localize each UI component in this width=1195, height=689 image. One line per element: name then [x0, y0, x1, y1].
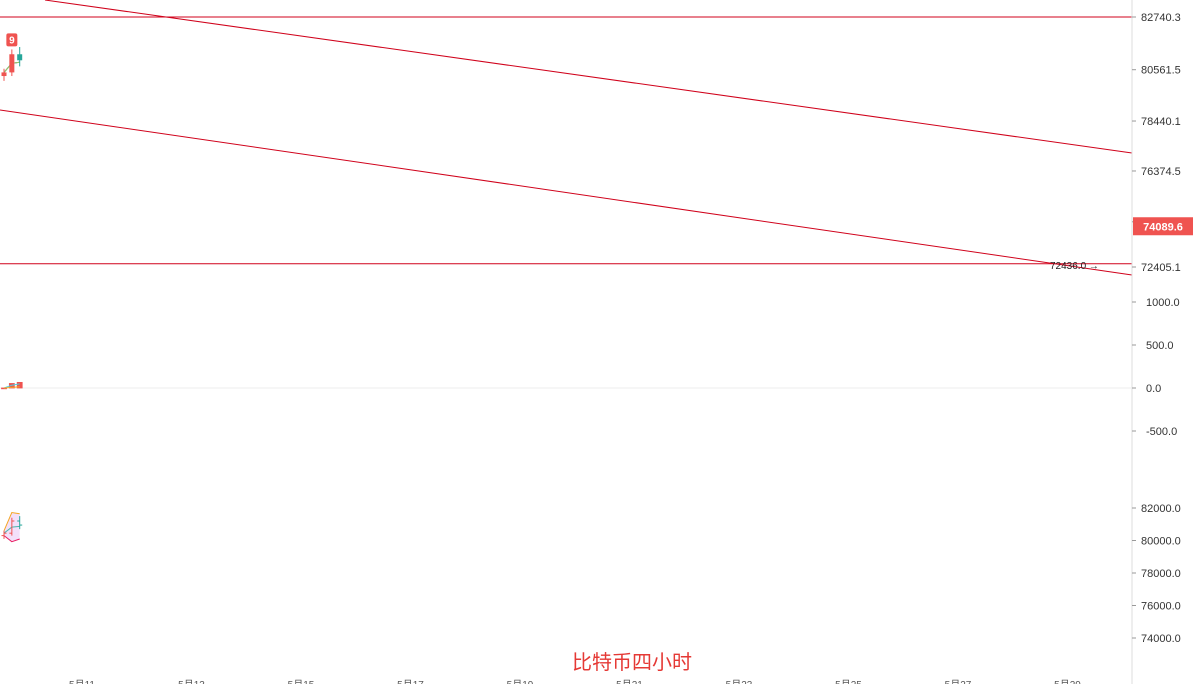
- date-tick-label: 5月19: [507, 679, 534, 684]
- main-price-axis: 82740.3 80561.5 78440.1 76374.5 74089.6 72405…: [1131, 0, 1193, 684]
- boll-tick-label: 78000.0: [1141, 568, 1181, 580]
- macd-panel: 1000.0 500.0 0.0 -500.0: [0, 297, 1180, 438]
- date-tick-label: 5月25: [835, 679, 862, 684]
- boll-tick-label: 76000.0: [1141, 601, 1181, 613]
- macd-dea-line: [3, 386, 20, 389]
- macd-tick-label: 500.0: [1146, 340, 1174, 352]
- td-marker: [6, 33, 18, 47]
- date-tick-label: 5月21: [616, 679, 643, 684]
- date-tick-label: 5月29: [1054, 679, 1081, 684]
- candle-body: [1, 72, 7, 77]
- main-overlays: 72436.0 →: [0, 0, 1133, 276]
- candle-body: [17, 54, 23, 61]
- date-tick-label: 5月11: [69, 679, 95, 684]
- date-tick-label: 5月27: [945, 679, 972, 684]
- date-axis: 5月11 5月13 5月15 5月17 5月19 5月21 5月23 5月25 5月27 5月29: [69, 679, 1081, 689]
- price-tick-label: 76374.5: [1141, 166, 1181, 178]
- bollinger-lower-line: [3, 535, 20, 543]
- td-marker-label: 9: [9, 35, 15, 46]
- bollinger-panel: 82000.0 80000.0 78000.0 76000.0 74000.0: [1, 503, 1181, 645]
- price-tick-label: 80561.5: [1141, 65, 1181, 77]
- current-price-tag: [1133, 217, 1193, 236]
- price-tick-label: 72405.1: [1141, 262, 1181, 274]
- macd-dif-line: [3, 383, 20, 389]
- boll-tick-label: 82000.0: [1141, 503, 1181, 515]
- candle-body: [9, 54, 15, 73]
- macd-histogram-bar: [16, 381, 23, 389]
- macd-tick-label: 1000.0: [1146, 297, 1180, 309]
- date-tick-label: 5月17: [397, 679, 424, 684]
- macd-tick-label: 0.0: [1146, 383, 1161, 395]
- date-tick-label: 5月23: [726, 679, 753, 684]
- macd-tick-label: -500.0: [1146, 426, 1177, 438]
- date-tick-label: 5月15: [288, 679, 315, 684]
- low-price-label: 72436.0 →: [1050, 261, 1099, 272]
- main-candles: 9: [1, 33, 23, 81]
- current-price-label: 74089.6: [1143, 221, 1183, 233]
- boll-tick-label: 80000.0: [1141, 536, 1181, 548]
- channel-upper-line: [44, 0, 1133, 154]
- chart-caption: 比特币四小时: [572, 651, 692, 674]
- price-tick-label: 82740.3: [1141, 12, 1181, 24]
- price-tick-label: 78440.1: [1141, 116, 1181, 128]
- bollinger-upper-line: [3, 511, 20, 531]
- channel-lower-line: [0, 109, 1133, 276]
- date-tick-label: 5月13: [178, 679, 205, 684]
- boll-tick-label: 74000.0: [1141, 633, 1181, 645]
